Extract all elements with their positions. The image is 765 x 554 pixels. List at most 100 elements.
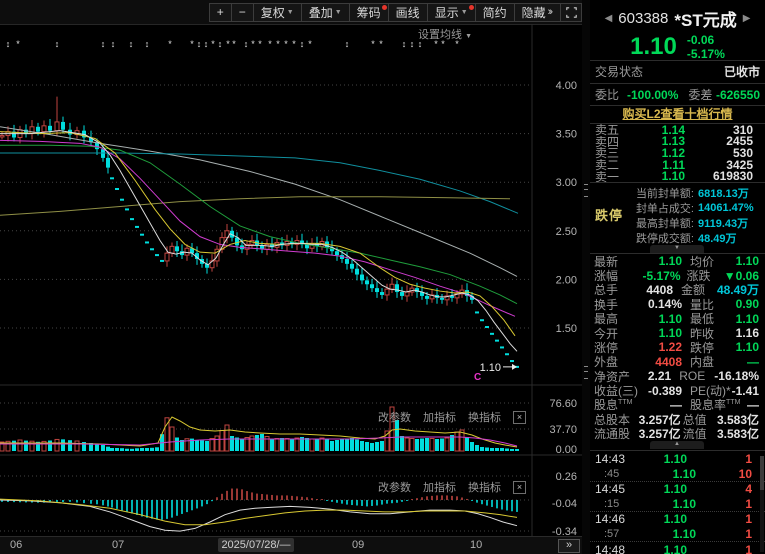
trade-status-label: 交易状态: [595, 65, 644, 79]
scroll-right-button[interactable]: »: [558, 539, 580, 553]
trade-row: :45 1.10 10: [590, 467, 765, 483]
kline-chart[interactable]: 4.00 3.50 3.00 2.50 2.00 1.50 76.60 37.70 0.00 0.…: [0, 24, 590, 554]
event-marker-icon: ↕: [402, 39, 407, 49]
stat-row: 总股本 3.257亿 总值 3.583亿: [594, 412, 759, 427]
splitter-grip-icon: [584, 184, 588, 197]
event-marker-icon: ↕: [300, 39, 305, 49]
svg-text:37.70: 37.70: [549, 424, 577, 436]
ask-row: 卖一 1.10 619830: [595, 169, 753, 184]
svg-text:-0.04: -0.04: [552, 498, 577, 510]
svg-text:-0.34: -0.34: [552, 526, 577, 536]
event-marker-icon: ↕: [6, 39, 11, 49]
collapse-limit-panel-button[interactable]: ▼: [650, 245, 704, 253]
toolbar-button-简约[interactable]: 简约: [475, 2, 515, 22]
toolbar-button-叠加[interactable]: 叠加 ▼: [301, 2, 350, 22]
event-marker-icon: *: [455, 39, 459, 49]
pane-link-加指标[interactable]: 加指标: [423, 482, 456, 494]
pane-link-改参数[interactable]: 改参数: [378, 482, 411, 494]
toolbar-button-筹码[interactable]: 筹码: [349, 2, 389, 22]
stat-row: 流通股 3.257亿 流值 3.583亿: [594, 427, 759, 442]
svg-text:0.26: 0.26: [556, 471, 577, 483]
weicha-label: 委差: [688, 88, 713, 102]
price-change-pct: -5.17%: [686, 47, 725, 61]
svg-text:4.00: 4.00: [556, 80, 577, 92]
toolbar-button-显示[interactable]: 显示 ▼: [427, 2, 476, 22]
ma-settings-dropdown[interactable]: 设置均线 ▼: [372, 26, 472, 42]
close-pane-button[interactable]: ×: [513, 410, 526, 424]
stat-row: 外盘 4408 内盘 —: [594, 354, 759, 370]
event-marker-icon: ↕: [418, 39, 423, 49]
next-stock-button[interactable]: ▶: [742, 13, 751, 24]
ask-row: 卖二 1.11 3425: [595, 157, 753, 173]
trade-row: 14:46 1.10 1: [595, 512, 752, 527]
event-marker-icon: *: [190, 39, 194, 49]
stats-grid: 最新 1.10 均价 1.10 涨幅 -5.17% 涨跌 ▼0.06 总手 4408 金额 48.49…: [590, 254, 765, 441]
chip-marker: C: [474, 372, 481, 383]
stat-row: 涨停 1.22 跌停 1.10: [594, 340, 759, 355]
pane-link-改参数[interactable]: 改参数: [378, 412, 411, 424]
event-marker-icon: *: [16, 39, 20, 49]
stat-row: 净资产 2.21 ROE -16.18%: [594, 369, 759, 384]
time-sales-list[interactable]: 14:43 1.10 1:45 1.10 10 14:45 1.10 4:15 1.10 1 14:…: [590, 452, 765, 554]
expand-stats-button[interactable]: ▲: [650, 441, 704, 449]
fullscreen-icon: [565, 6, 577, 18]
event-marker-icon: *: [268, 39, 272, 49]
event-marker-icon: *: [379, 39, 383, 49]
svg-text:76.60: 76.60: [549, 398, 577, 410]
pane-link-换指标[interactable]: 换指标: [468, 412, 501, 424]
l2-quote-link[interactable]: 购买L2查看十档行情: [622, 107, 733, 121]
event-marker-icon: ↕: [129, 39, 134, 49]
limit-down-badge: 跌停: [594, 207, 623, 223]
event-marker-icon: *: [441, 39, 445, 49]
event-marker-icon: ↕: [204, 39, 209, 49]
limit-info-row: 最高封单额: 9119.43万: [635, 217, 749, 230]
quote-panel: ◀ 603388 *ST元成 ▶ 1.10 -0.06 -5.17% 交易状态 …: [590, 0, 765, 554]
event-marker-icon: ↕: [145, 39, 150, 49]
time-axis: 06 07 09 10 2025/07/28/— »: [0, 536, 590, 554]
svg-text:2.00: 2.00: [556, 274, 577, 286]
pane-link-换指标[interactable]: 换指标: [468, 482, 501, 494]
toolbar-button-+[interactable]: +: [208, 2, 232, 22]
pane-link-加指标[interactable]: 加指标: [423, 412, 456, 424]
fullscreen-button[interactable]: [561, 2, 582, 22]
time-tick: 06: [10, 539, 23, 551]
event-marker-icon: *: [226, 39, 230, 49]
stock-code: 603388: [618, 10, 669, 27]
stat-row: 涨幅 -5.17% 涨跌 ▼0.06: [594, 268, 759, 284]
time-tick: 10: [470, 539, 483, 551]
indicator-pane-toolbar: 改参数 加指标 换指标 ×: [378, 480, 526, 494]
time-tick: 09: [352, 539, 365, 551]
candlestick-canvas[interactable]: 4.00 3.50 3.00 2.50 2.00 1.50 76.60 37.70 0.00 0.…: [0, 24, 590, 536]
trades-scrollbar[interactable]: [760, 456, 764, 552]
weibi-value: -100.00%: [627, 87, 679, 102]
stat-row: 最高 1.10 最低 1.10: [594, 311, 759, 327]
toolbar: + − 复权 ▼ 叠加 ▼ 筹码 画线 显示 ▼ 简约 隐藏 ››: [0, 0, 590, 25]
event-marker-icon: *: [284, 39, 288, 49]
trade-row: 14:43 1.10 1: [595, 452, 752, 467]
trade-row: :57 1.10 1: [590, 527, 765, 543]
stat-row: 最新 1.10 均价 1.10: [594, 254, 759, 269]
chevron-down-icon: ▼: [334, 8, 342, 16]
toolbar-button-画线[interactable]: 画线: [388, 2, 428, 22]
date-label: 2025/07/28/—: [218, 538, 294, 552]
toolbar-button-−[interactable]: −: [231, 2, 254, 22]
weibi-label: 委比: [595, 88, 620, 102]
prev-stock-button[interactable]: ◀: [604, 13, 613, 24]
stock-name: *ST元成: [674, 11, 737, 30]
ma-settings-label: 设置均线: [418, 29, 462, 41]
stat-row: 今开 1.10 昨收 1.16: [594, 326, 759, 341]
svg-text:3.00: 3.00: [556, 177, 577, 189]
notification-dot-icon: [468, 4, 474, 10]
toolbar-button-复权[interactable]: 复权 ▼: [253, 2, 302, 22]
weicha-value: -626550: [715, 87, 760, 102]
toolbar-button-隐藏[interactable]: 隐藏 ››: [514, 2, 561, 22]
ask-row: 卖五 1.14 310: [595, 122, 753, 138]
limit-info-row: 当前封单额: 6818.13万: [635, 187, 749, 200]
chevron-down-icon: ▼: [460, 8, 468, 16]
ask-row: 卖三 1.12 530: [595, 145, 753, 161]
svg-text:3.50: 3.50: [556, 129, 577, 141]
volume-pane-toolbar: 改参数 加指标 换指标 ×: [378, 410, 526, 424]
event-marker-icon: *: [258, 39, 262, 49]
close-pane-button[interactable]: ×: [513, 480, 526, 494]
